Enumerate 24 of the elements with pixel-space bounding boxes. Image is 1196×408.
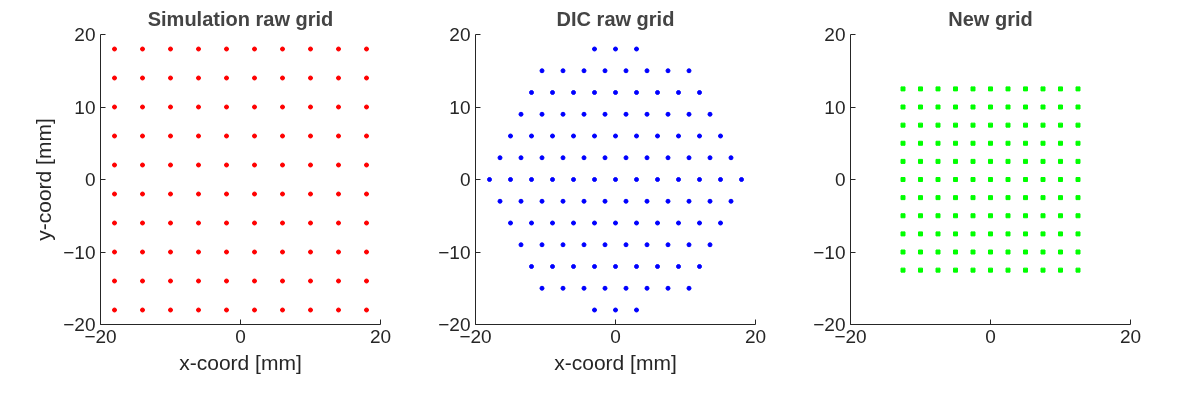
x-tick-label: 0 — [235, 325, 246, 347]
y-tick-label: −10 — [438, 241, 471, 263]
y-tick-label: −10 — [813, 241, 846, 263]
y-tick-label: 20 — [74, 24, 96, 45]
chart-title: New grid — [948, 7, 1033, 30]
y-tick-label: 20 — [824, 24, 846, 45]
y-tick-label: 0 — [459, 169, 471, 190]
y-tick-label: −10 — [63, 241, 96, 263]
y-tick-label: 0 — [834, 169, 846, 190]
x-tick-label: 20 — [744, 325, 767, 347]
x-tick-label: 0 — [985, 325, 996, 347]
y-tick-label: 10 — [824, 96, 846, 118]
y-axis-title: y-coord [mm] — [32, 118, 56, 241]
chart-title: Simulation raw grid — [147, 7, 334, 30]
y-tick-label: 20 — [449, 24, 471, 45]
y-tick-label: 10 — [74, 96, 96, 118]
x-tick-label: 20 — [369, 325, 392, 347]
x-tick-label: 20 — [1119, 325, 1142, 347]
chart-title: DIC raw grid — [556, 7, 675, 30]
x-axis-title: x-coord [mm] — [554, 350, 677, 374]
y-tick-label: 10 — [449, 96, 471, 118]
x-axis-title: x-coord [mm] — [179, 350, 302, 374]
y-tick-label: 0 — [84, 169, 96, 190]
x-tick-label: 0 — [610, 325, 621, 347]
